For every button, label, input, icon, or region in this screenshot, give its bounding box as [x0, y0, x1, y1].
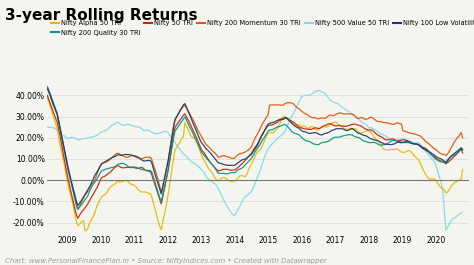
Legend: Nifty Alpha 50 TRI, Nifty 200 Quality 30 TRI, Nifty 50 TRI, Nifty 200 Momentum 3: Nifty Alpha 50 TRI, Nifty 200 Quality 30…	[51, 20, 474, 36]
Text: 3-year Rolling Returns: 3-year Rolling Returns	[5, 8, 197, 23]
Text: Chart: www.PersonalFinancePlan.in • Source: NiftyIndices.com • Created with Data: Chart: www.PersonalFinancePlan.in • Sour…	[5, 258, 327, 264]
